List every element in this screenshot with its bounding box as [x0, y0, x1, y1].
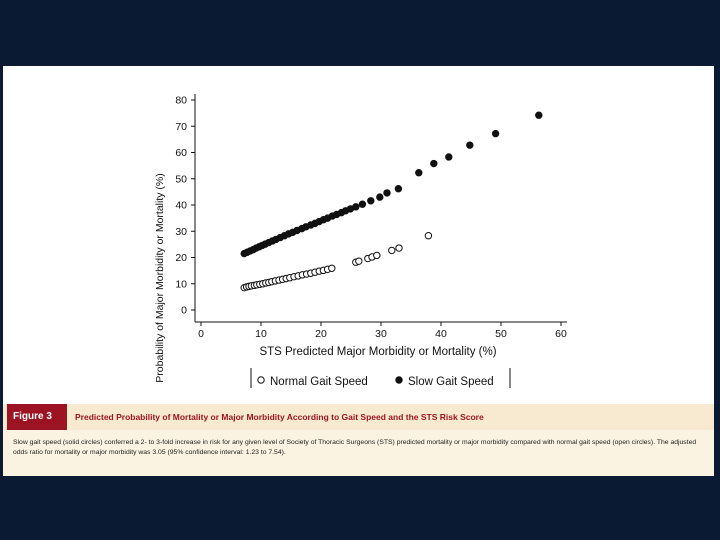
legend: Normal Gait Speed Slow Gait Speed	[250, 368, 511, 388]
figure-title-bar: Figure 3 Predicted Probability of Mortal…	[3, 404, 714, 430]
legend-open-circle-icon	[257, 376, 265, 384]
figure-caption-box: Slow gait speed (solid circles) conferre…	[3, 430, 714, 476]
chart-points	[240, 111, 543, 292]
data-point-normal	[373, 251, 381, 260]
y-tick-label: 40	[175, 200, 187, 212]
x-tick-label: 30	[375, 328, 387, 340]
data-point-slow	[383, 189, 391, 197]
data-point-slow	[358, 200, 367, 208]
data-point-slow	[430, 159, 438, 168]
y-tick-label: 50	[175, 173, 187, 185]
data-point-slow	[466, 141, 474, 149]
figure-caption: Slow gait speed (solid circles) conferre…	[13, 439, 697, 456]
y-tick-label: 0	[181, 305, 187, 317]
scatter-chart: 0 10 20 30 40 50 60 0 10 20 30 40 50 60 70 80 STS Predi…	[154, 94, 567, 388]
data-point-slow	[376, 193, 384, 201]
data-point-normal	[355, 257, 363, 265]
data-point-slow	[415, 169, 423, 177]
data-point-normal	[388, 246, 396, 255]
y-tick-label: 60	[175, 147, 187, 159]
x-tick-label: 10	[255, 328, 267, 340]
y-axis-label: Probability of Major Morbidity or Mortal…	[154, 173, 166, 382]
legend-filled-circle-icon	[395, 376, 403, 384]
data-point-slow	[491, 129, 500, 138]
x-tick-label: 60	[555, 328, 567, 340]
y-tick-label: 10	[175, 278, 187, 290]
legend-label-normal: Normal Gait Speed	[270, 376, 368, 388]
figure-title: Predicted Probability of Mortality or Ma…	[75, 412, 484, 422]
legend-label-slow: Slow Gait Speed	[408, 376, 494, 388]
y-tick-label: 80	[175, 95, 187, 107]
data-point-slow	[367, 197, 375, 205]
data-point-slow	[394, 185, 403, 193]
data-point-normal	[328, 264, 336, 272]
y-tick-label: 70	[175, 121, 187, 133]
figure-label: Figure 3	[7, 404, 67, 430]
data-point-slow	[445, 153, 453, 161]
y-tick-label: 20	[175, 252, 187, 264]
x-tick-label: 50	[495, 328, 507, 340]
data-point-normal	[395, 244, 403, 252]
x-tick-label: 0	[198, 328, 204, 340]
chart-ticks: 0 10 20 30 40 50 60 0 10 20 30 40 50 60 70 80	[175, 95, 567, 341]
data-point-normal	[424, 232, 433, 240]
data-point-slow	[535, 111, 543, 119]
x-tick-label: 20	[315, 328, 327, 340]
x-axis-label: STS Predicted Major Morbidity or Mortali…	[259, 346, 496, 358]
y-tick-label: 30	[175, 226, 187, 238]
x-tick-label: 40	[435, 328, 447, 340]
data-point-slow	[352, 203, 360, 211]
